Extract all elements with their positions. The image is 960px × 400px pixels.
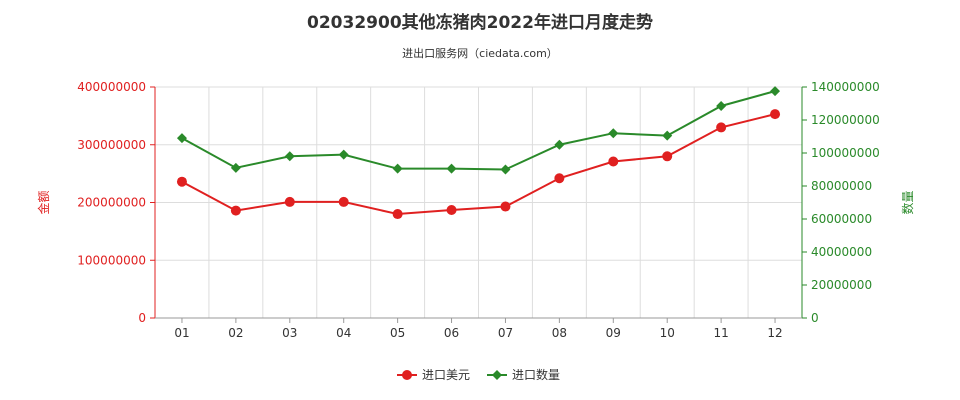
series-line-2 — [181, 90, 776, 171]
data-point — [554, 139, 565, 150]
y-axis-right-tick-label: 80000000 — [811, 179, 872, 193]
legend-marker — [492, 370, 502, 380]
data-point — [284, 196, 295, 207]
x-axis-tick-label: 07 — [498, 326, 513, 340]
y-axis-left-tick-label: 400000000 — [77, 80, 146, 94]
legend-label: 进口美元 — [422, 368, 470, 382]
x-axis-tick-label: 04 — [336, 326, 351, 340]
data-point — [338, 196, 349, 207]
data-point — [554, 173, 565, 184]
legend-label: 进口数量 — [512, 367, 560, 382]
y-axis-right-tick-label: 140000000 — [811, 80, 880, 94]
legend-marker — [402, 370, 412, 380]
y-axis-left-tick-label: 0 — [138, 311, 146, 325]
data-point — [446, 205, 457, 216]
data-point — [716, 122, 727, 133]
x-axis-tick-label: 02 — [228, 326, 243, 340]
x-axis-tick-label: 08 — [552, 326, 567, 340]
y-axis-right-tick-label: 100000000 — [811, 146, 880, 160]
x-axis-tick-label: 05 — [390, 326, 405, 340]
data-point — [662, 151, 673, 162]
y-axis-right-tick-label: 120000000 — [811, 113, 880, 127]
data-point — [500, 201, 511, 212]
data-point — [716, 100, 727, 111]
data-point — [446, 163, 457, 174]
x-axis-tick-label: 09 — [606, 326, 621, 340]
data-point — [392, 209, 403, 220]
grid-lines — [154, 86, 803, 319]
y-axis-label-left: 金额 — [36, 190, 51, 214]
data-point — [230, 162, 241, 173]
data-point — [176, 176, 187, 187]
data-point — [230, 205, 241, 216]
data-point — [176, 133, 187, 144]
data-point — [392, 163, 403, 174]
x-axis-tick-label: 11 — [713, 326, 728, 340]
data-point — [770, 86, 781, 97]
y-axis-left-tick-label: 300000000 — [77, 138, 146, 152]
y-axis-label-right: 数量 — [900, 190, 915, 214]
data-point — [608, 128, 619, 139]
data-point — [284, 151, 295, 162]
y-axis-right-tick-label: 60000000 — [811, 212, 872, 226]
data-point — [662, 130, 673, 141]
x-axis-tick-label: 12 — [767, 326, 782, 340]
legend: 进口美元 进口数量 — [397, 367, 560, 382]
axes: 0100000000200000000300000000400000000020… — [77, 80, 879, 340]
y-axis-right-tick-label: 40000000 — [811, 245, 872, 259]
x-axis-tick-label: 03 — [282, 326, 297, 340]
series-layer — [176, 86, 781, 220]
y-axis-right-tick-label: 20000000 — [811, 278, 872, 292]
data-point — [500, 164, 511, 175]
x-axis-tick-label: 06 — [444, 326, 459, 340]
x-axis-tick-label: 01 — [174, 326, 189, 340]
series-line-1 — [181, 113, 776, 216]
x-axis-tick-label: 10 — [660, 326, 675, 340]
chart-title: 02032900其他冻猪肉2022年进口月度走势 — [307, 13, 653, 33]
y-axis-left-tick-label: 100000000 — [77, 253, 146, 267]
y-axis-right-tick-label: 0 — [811, 311, 819, 325]
data-point — [608, 156, 619, 167]
y-axis-left-tick-label: 200000000 — [77, 196, 146, 210]
chart-subtitle: 进出口服务网（ciedata.com） — [402, 47, 558, 60]
data-point — [770, 109, 781, 120]
data-point — [338, 149, 349, 160]
